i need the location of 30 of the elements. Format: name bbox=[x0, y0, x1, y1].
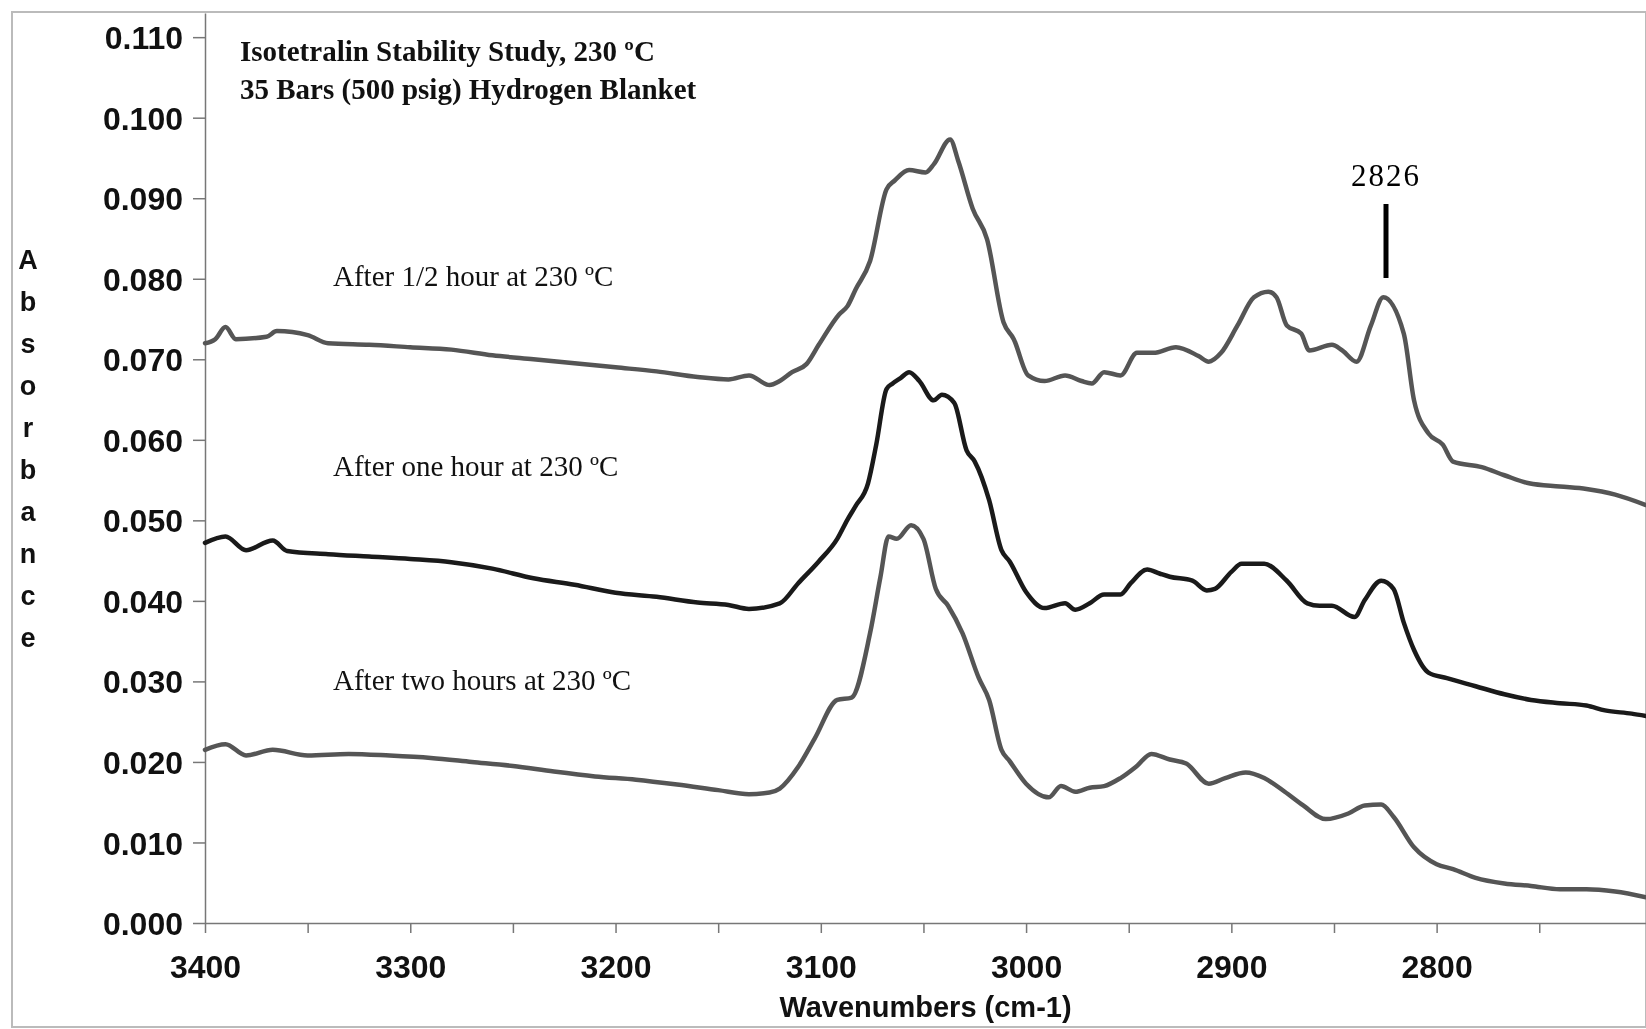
annotation: After two hours at 230 ºC bbox=[333, 664, 632, 696]
x-tick-label: 3100 bbox=[785, 948, 857, 985]
x-tick-label: 3300 bbox=[375, 948, 447, 985]
x-tick-label: 2800 bbox=[1401, 948, 1473, 985]
line-series bbox=[202, 369, 1646, 719]
x-tick-label: 3200 bbox=[580, 948, 652, 985]
line-series bbox=[202, 522, 1646, 900]
line-series bbox=[202, 137, 1646, 508]
x-axis-title: Wavenumbers (cm-1) bbox=[779, 991, 1072, 1023]
y-tick-label: 0.110 bbox=[104, 20, 183, 57]
x-tick-label: 2900 bbox=[1196, 948, 1268, 985]
annotation: After 1/2 hour at 230 ºC bbox=[333, 260, 614, 292]
text: Isotetralin Stability Study, 230 ºC bbox=[240, 35, 655, 67]
annotation: 2826 bbox=[1351, 158, 1421, 193]
text: Absorbance bbox=[18, 245, 38, 653]
y-tick-label: 0.100 bbox=[102, 100, 183, 137]
x-tick-label: 3000 bbox=[990, 948, 1063, 985]
y-tick-label: 0.000 bbox=[102, 906, 183, 943]
text: 35 Bars (500 psig) Hydrogen Blanket bbox=[240, 73, 697, 106]
y-tick-label: 0.030 bbox=[102, 664, 183, 701]
annotation: After one hour at 230 ºC bbox=[333, 450, 619, 482]
y-tick-label: 0.060 bbox=[102, 422, 183, 459]
y-tick-label: 0.020 bbox=[102, 744, 183, 781]
y-tick-label: 0.050 bbox=[102, 503, 183, 540]
y-tick-label: 0.090 bbox=[102, 181, 183, 218]
y-tick-label: 0.070 bbox=[102, 342, 183, 379]
y-tick-label: 0.010 bbox=[102, 825, 183, 862]
y-tick-label: 0.040 bbox=[102, 583, 183, 620]
y-tick-label: 0.080 bbox=[102, 261, 183, 298]
x-tick-label: 3400 bbox=[169, 948, 242, 985]
